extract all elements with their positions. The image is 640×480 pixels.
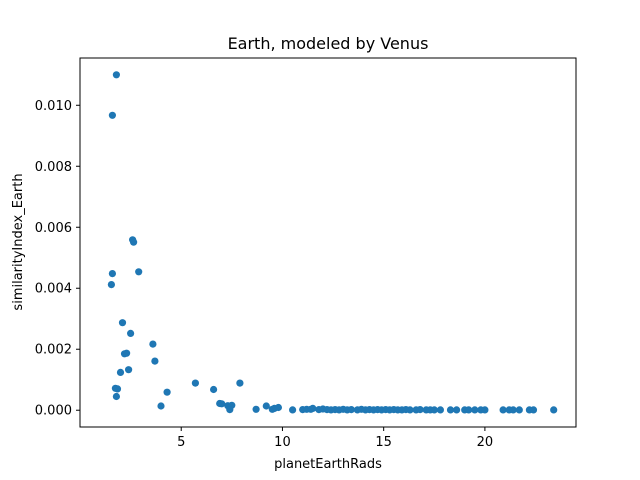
data-point-80 <box>550 406 558 414</box>
data-point-29 <box>262 402 270 410</box>
data-point-3 <box>107 281 115 289</box>
x-tick-label: 15 <box>375 435 392 450</box>
y-tick-label: 0.008 <box>35 160 72 175</box>
data-point-70 <box>465 406 473 414</box>
data-point-12 <box>151 357 159 365</box>
plot-area <box>80 58 576 427</box>
data-point-73 <box>481 406 489 414</box>
y-tick-label: 0.002 <box>35 343 72 358</box>
data-point-16 <box>113 385 122 393</box>
data-points <box>107 71 558 414</box>
data-point-77 <box>515 406 523 414</box>
data-point-13 <box>125 366 133 374</box>
y-tick-label: 0.000 <box>35 404 72 419</box>
data-point-71 <box>471 406 479 414</box>
data-point-0 <box>112 71 120 79</box>
data-point-28 <box>252 405 260 413</box>
data-point-74 <box>499 406 507 414</box>
data-point-79 <box>529 406 538 414</box>
x-axis-label: planetEarthRads <box>274 457 382 472</box>
x-tick-label: 20 <box>477 435 494 450</box>
data-point-20 <box>191 379 199 387</box>
y-axis-ticks: 0.000 0.002 0.004 0.006 0.008 0.010 <box>35 99 80 419</box>
data-point-76 <box>509 406 517 414</box>
y-tick-label: 0.010 <box>35 99 72 114</box>
x-tick-label: 5 <box>177 435 185 450</box>
data-point-6 <box>135 268 143 276</box>
data-point-21 <box>210 385 218 394</box>
y-tick-label: 0.004 <box>35 282 72 297</box>
data-point-68 <box>453 406 461 414</box>
y-tick-label: 0.006 <box>35 221 72 236</box>
data-point-60 <box>406 406 414 414</box>
data-point-32 <box>274 403 282 412</box>
data-point-33 <box>289 406 297 414</box>
plot-frame <box>79 57 577 428</box>
data-point-22 <box>236 379 244 387</box>
data-point-62 <box>416 406 424 414</box>
data-point-7 <box>118 319 127 327</box>
data-point-37 <box>309 404 317 412</box>
data-point-2 <box>108 270 116 278</box>
data-point-17 <box>112 392 120 401</box>
data-point-5 <box>130 238 138 246</box>
data-point-14 <box>116 368 125 376</box>
data-point-9 <box>149 340 157 348</box>
data-point-18 <box>163 388 171 396</box>
x-tick-label: 10 <box>274 435 291 450</box>
data-point-11 <box>123 349 131 357</box>
chart-title: Earth, modeled by Venus <box>228 34 429 53</box>
data-point-8 <box>127 329 135 337</box>
data-point-1 <box>108 111 116 119</box>
data-point-27 <box>226 406 234 414</box>
x-axis-ticks: 5 10 15 20 <box>177 427 493 450</box>
data-point-66 <box>436 406 444 414</box>
data-point-19 <box>157 402 165 410</box>
data-point-24 <box>218 400 226 408</box>
data-point-67 <box>446 406 455 414</box>
y-axis-label: similarityIndex_Earth <box>11 173 26 310</box>
data-point-46 <box>347 406 355 414</box>
data-point-65 <box>430 406 438 414</box>
